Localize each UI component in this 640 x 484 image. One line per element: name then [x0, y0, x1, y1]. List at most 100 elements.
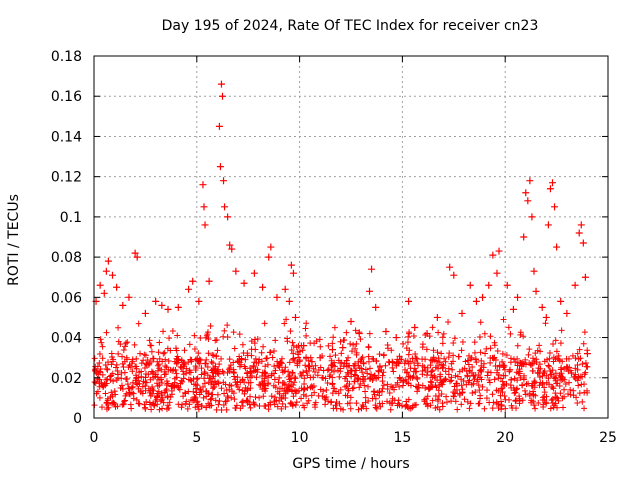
band-marker: [193, 376, 200, 383]
band-marker: [325, 342, 332, 349]
band-marker: [264, 381, 271, 388]
band-marker: [411, 360, 418, 367]
band-marker: [507, 359, 514, 366]
band-marker: [149, 355, 156, 362]
band-marker: [430, 347, 437, 354]
band-marker: [402, 366, 409, 373]
band-marker: [221, 327, 228, 334]
band-marker: [251, 359, 258, 366]
band-marker: [291, 374, 298, 381]
band-marker: [445, 371, 452, 378]
band-marker: [103, 406, 110, 413]
band-marker: [561, 386, 568, 393]
band-marker: [405, 351, 412, 358]
band-marker: [213, 352, 220, 359]
band-marker: [513, 369, 520, 376]
band-marker: [98, 339, 105, 346]
band-marker: [502, 405, 509, 412]
data-point: [575, 229, 583, 237]
band-marker: [247, 404, 254, 411]
band-marker: [491, 342, 498, 349]
band-marker: [97, 336, 104, 343]
band-marker: [307, 354, 314, 361]
data-point: [509, 305, 517, 313]
band-marker: [549, 384, 556, 391]
band-marker: [305, 357, 312, 364]
band-marker: [442, 358, 449, 365]
band-marker: [306, 363, 313, 370]
band-marker: [446, 378, 453, 385]
band-marker: [248, 346, 255, 353]
band-marker: [260, 343, 267, 350]
band-marker: [579, 361, 586, 368]
band-marker: [421, 396, 428, 403]
band-marker: [414, 375, 421, 382]
band-marker: [458, 382, 465, 389]
band-marker: [185, 388, 192, 395]
band-marker: [197, 387, 204, 394]
band-marker: [487, 333, 494, 340]
band-marker: [146, 337, 153, 344]
band-marker: [209, 391, 216, 398]
band-marker: [104, 395, 111, 402]
band-marker: [295, 351, 302, 358]
band-marker: [170, 382, 177, 389]
band-marker: [552, 390, 559, 397]
band-marker: [138, 373, 145, 380]
data-point: [215, 122, 223, 130]
band-marker: [277, 359, 284, 366]
band-marker: [498, 385, 505, 392]
data-point: [495, 247, 503, 255]
band-marker: [467, 356, 474, 363]
band-marker: [171, 375, 178, 382]
band-marker: [511, 390, 518, 397]
band-marker: [143, 371, 150, 378]
y-tick-label: 0.08: [51, 250, 82, 266]
band-marker: [276, 390, 283, 397]
band-marker: [142, 352, 149, 359]
band-marker: [235, 358, 242, 365]
data-point: [446, 263, 454, 271]
band-marker: [286, 372, 293, 379]
band-marker: [454, 406, 461, 413]
band-marker: [379, 400, 386, 407]
band-marker: [464, 357, 471, 364]
y-tick-label: 0.04: [51, 331, 82, 347]
y-tick-label: 0: [73, 411, 82, 427]
data-point: [528, 213, 536, 221]
band-marker: [355, 375, 362, 382]
data-point: [530, 267, 538, 275]
band-marker: [340, 363, 347, 370]
band-marker: [108, 361, 115, 368]
band-marker: [304, 384, 311, 391]
band-marker: [91, 378, 98, 385]
band-marker: [581, 371, 588, 378]
band-marker: [458, 401, 465, 408]
x-tick-label: 20: [496, 430, 514, 446]
band-marker: [220, 370, 227, 377]
data-point: [199, 181, 207, 189]
data-point: [267, 243, 275, 251]
band-marker: [384, 385, 391, 392]
band-marker: [96, 394, 103, 401]
band-marker: [311, 340, 318, 347]
band-marker: [195, 406, 202, 413]
band-marker: [155, 349, 162, 356]
band-marker: [481, 405, 488, 412]
band-marker: [215, 401, 222, 408]
band-marker: [427, 378, 434, 385]
band-marker: [242, 384, 249, 391]
band-marker: [300, 386, 307, 393]
band-marker: [220, 333, 227, 340]
band-marker: [161, 349, 168, 356]
band-marker: [178, 364, 185, 371]
band-marker: [150, 374, 157, 381]
band-marker: [486, 379, 493, 386]
band-marker: [258, 358, 265, 365]
band-marker: [180, 371, 187, 378]
band-marker: [518, 360, 525, 367]
band-marker: [129, 358, 136, 365]
band-marker: [404, 358, 411, 365]
band-marker: [330, 334, 337, 341]
band-marker: [205, 390, 212, 397]
